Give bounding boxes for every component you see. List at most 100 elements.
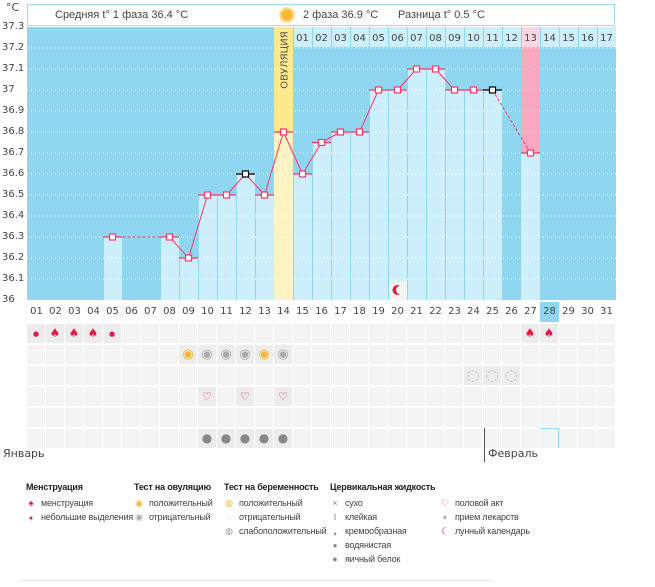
cervical-cell[interactable] [27,429,45,448]
menstruation-cell[interactable] [274,324,292,343]
cervical-cell[interactable] [312,429,330,448]
pregnancy_test-cell[interactable] [426,366,444,385]
intercourse-cell[interactable] [312,387,330,406]
intercourse-cell[interactable] [445,387,463,406]
medication-cell[interactable] [46,408,64,427]
intercourse-cell[interactable] [483,387,501,406]
medication-cell[interactable] [597,408,615,427]
medication-cell[interactable] [160,408,178,427]
menstruation-cell[interactable] [160,324,178,343]
cervical-cell[interactable] [84,429,102,448]
pregnancy_test-cell[interactable]: ◌ [483,366,501,385]
medication-cell[interactable] [198,408,216,427]
pregnancy_test-cell[interactable] [179,366,197,385]
medication-cell[interactable] [84,408,102,427]
pregnancy_test-cell[interactable] [27,366,45,385]
menstruation-cell[interactable] [426,324,444,343]
intercourse-cell[interactable] [84,387,102,406]
ovulation_test-cell[interactable]: ◉ [198,345,216,364]
intercourse-cell[interactable] [65,387,83,406]
cervical-cell[interactable]: ● [236,429,254,448]
medication-cell[interactable] [122,408,140,427]
menstruation-cell[interactable] [483,324,501,343]
pregnancy_test-cell[interactable] [103,366,121,385]
pregnancy_test-cell[interactable]: ◌ [502,366,520,385]
menstruation-cell[interactable]: ♠ [540,324,558,343]
ovulation_test-cell[interactable] [559,345,577,364]
intercourse-cell[interactable] [388,387,406,406]
cervical-cell[interactable] [369,429,387,448]
menstruation-cell[interactable] [293,324,311,343]
menstruation-cell[interactable]: ♠ [46,324,64,343]
pregnancy_test-cell[interactable] [65,366,83,385]
intercourse-cell[interactable] [331,387,349,406]
pregnancy_test-cell[interactable] [274,366,292,385]
cervical-cell[interactable] [350,429,368,448]
medication-cell[interactable] [388,408,406,427]
medication-cell[interactable] [217,408,235,427]
medication-cell[interactable] [179,408,197,427]
menstruation-cell[interactable] [179,324,197,343]
pregnancy_test-cell[interactable] [236,366,254,385]
pregnancy_test-cell[interactable] [578,366,596,385]
medication-cell[interactable] [65,408,83,427]
intercourse-cell[interactable] [521,387,539,406]
ovulation_test-cell[interactable] [46,345,64,364]
medication-cell[interactable] [407,408,425,427]
medication-cell[interactable] [521,408,539,427]
menstruation-cell[interactable] [217,324,235,343]
intercourse-cell[interactable] [540,387,558,406]
intercourse-cell[interactable]: ♡ [236,387,254,406]
intercourse-cell[interactable] [217,387,235,406]
intercourse-cell[interactable] [141,387,159,406]
pregnancy_test-cell[interactable] [445,366,463,385]
cervical-cell[interactable] [445,429,463,448]
pregnancy_test-cell[interactable] [46,366,64,385]
intercourse-cell[interactable] [293,387,311,406]
cervical-cell[interactable] [559,429,577,448]
cervical-cell[interactable] [521,429,539,448]
medication-cell[interactable] [236,408,254,427]
medication-cell[interactable] [559,408,577,427]
cervical-cell[interactable]: ● [255,429,273,448]
medication-cell[interactable] [483,408,501,427]
cervical-cell[interactable] [46,429,64,448]
medication-cell[interactable] [141,408,159,427]
medication-cell[interactable] [464,408,482,427]
cervical-cell[interactable] [65,429,83,448]
menstruation-cell[interactable] [578,324,596,343]
menstruation-cell[interactable] [141,324,159,343]
menstruation-cell[interactable] [464,324,482,343]
menstruation-cell[interactable] [312,324,330,343]
pregnancy_test-cell[interactable] [141,366,159,385]
menstruation-cell[interactable] [407,324,425,343]
cervical-cell[interactable]: ● [274,429,292,448]
ovulation_test-cell[interactable] [103,345,121,364]
intercourse-cell[interactable] [255,387,273,406]
ovulation_test-cell[interactable] [540,345,558,364]
cervical-cell[interactable] [540,429,558,448]
cervical-cell[interactable] [502,429,520,448]
intercourse-cell[interactable] [597,387,615,406]
ovulation_test-cell[interactable] [369,345,387,364]
medication-cell[interactable] [255,408,273,427]
pregnancy_test-cell[interactable] [160,366,178,385]
intercourse-cell[interactable] [578,387,596,406]
medication-cell[interactable] [103,408,121,427]
menstruation-cell[interactable] [122,324,140,343]
intercourse-cell[interactable] [122,387,140,406]
intercourse-cell[interactable] [46,387,64,406]
medication-cell[interactable] [369,408,387,427]
pregnancy_test-cell[interactable] [597,366,615,385]
medication-cell[interactable] [27,408,45,427]
ovulation_test-cell[interactable] [350,345,368,364]
medication-cell[interactable] [502,408,520,427]
ovulation_test-cell[interactable] [426,345,444,364]
pregnancy_test-cell[interactable] [84,366,102,385]
ovulation_test-cell[interactable] [521,345,539,364]
intercourse-cell[interactable] [464,387,482,406]
medication-cell[interactable] [426,408,444,427]
ovulation_test-cell[interactable] [445,345,463,364]
menstruation-cell[interactable] [559,324,577,343]
pregnancy_test-cell[interactable] [312,366,330,385]
